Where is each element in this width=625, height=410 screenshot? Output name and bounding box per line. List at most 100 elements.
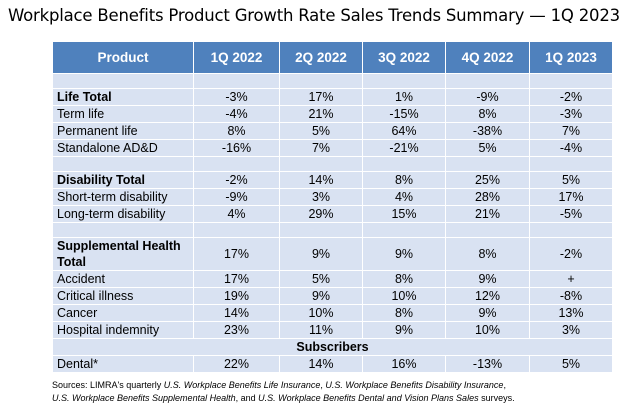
col-header-2q2022: 2Q 2022 <box>279 41 363 74</box>
growth-value: 5% <box>529 355 613 373</box>
growth-value: 3% <box>279 188 363 206</box>
growth-value: 8% <box>362 171 446 189</box>
growth-value: 9% <box>362 321 446 339</box>
growth-value: + <box>529 270 613 288</box>
page-title: Workplace Benefits Product Growth Rate S… <box>8 6 620 25</box>
table-row: Long-term disability 4% 29% 15% 21% -5% <box>52 205 613 223</box>
product-label: Critical illness <box>52 287 194 305</box>
col-header-1q2023: 1Q 2023 <box>529 41 613 74</box>
table-row: Permanent life 8% 5% 64% -38% 7% <box>52 122 613 140</box>
product-label: Short-term disability <box>52 188 194 206</box>
growth-value: 10% <box>279 304 363 322</box>
growth-value: 9% <box>362 237 446 271</box>
growth-value: 14% <box>279 355 363 373</box>
product-label: Term life <box>52 105 194 123</box>
growth-value: 9% <box>445 304 530 322</box>
growth-value: 12% <box>445 287 530 305</box>
growth-value: -3% <box>529 105 613 123</box>
growth-value: -2% <box>529 88 613 106</box>
product-label: Life Total <box>52 88 194 106</box>
source-sep: , and <box>235 393 259 403</box>
growth-value: 5% <box>279 270 363 288</box>
source-title-supplemental: U.S. Workplace Benefits Supplemental Hea… <box>52 393 236 403</box>
table-row: Hospital indemnity 23% 11% 9% 10% 3% <box>52 321 613 339</box>
growth-value: 17% <box>193 237 280 271</box>
growth-value: 8% <box>445 105 530 123</box>
table-row: Critical illness 19% 9% 10% 12% -8% <box>52 287 613 305</box>
growth-value: -16% <box>193 139 280 157</box>
table-row: Accident 17% 5% 8% 9% + <box>52 270 613 288</box>
growth-value: 1% <box>362 88 446 106</box>
col-header-1q2022: 1Q 2022 <box>193 41 280 74</box>
growth-value: 19% <box>193 287 280 305</box>
growth-value: -3% <box>193 88 280 106</box>
growth-rate-table: Product 1Q 2022 2Q 2022 3Q 2022 4Q 2022 … <box>52 41 613 373</box>
source-sep: , <box>320 380 326 390</box>
product-label: Supplemental Health Total <box>52 237 194 271</box>
total-row: Disability Total -2% 14% 8% 25% 5% <box>52 171 613 189</box>
total-row: Supplemental Health Total 17% 9% 9% 8% -2% <box>52 237 613 271</box>
source-sep: , <box>503 380 506 390</box>
growth-value: 14% <box>279 171 363 189</box>
col-header-product: Product <box>52 41 194 74</box>
total-row: Life Total -3% 17% 1% -9% -2% <box>52 88 613 106</box>
growth-value: 9% <box>279 237 363 271</box>
growth-value: 4% <box>193 205 280 223</box>
source-title-life: U.S. Workplace Benefits Life Insurance <box>163 380 321 390</box>
product-label: Hospital indemnity <box>52 321 194 339</box>
table-row: Standalone AD&D -16% 7% -21% 5% -4% <box>52 139 613 157</box>
spacer-row <box>52 156 613 172</box>
growth-value: 7% <box>529 122 613 140</box>
table-row: Short-term disability -9% 3% 4% 28% 17% <box>52 188 613 206</box>
growth-value: 9% <box>445 270 530 288</box>
source-title-dental: U.S. Workplace Benefits Dental and Visio… <box>258 393 479 403</box>
growth-value: 16% <box>362 355 446 373</box>
growth-value: 4% <box>362 188 446 206</box>
growth-value: 21% <box>445 205 530 223</box>
growth-value: -5% <box>529 205 613 223</box>
growth-value: 5% <box>279 122 363 140</box>
growth-value: 8% <box>362 270 446 288</box>
growth-value: 8% <box>193 122 280 140</box>
source-prefix: Sources: LIMRA's quarterly <box>52 380 164 390</box>
growth-value: 25% <box>445 171 530 189</box>
growth-value: -9% <box>445 88 530 106</box>
growth-value: 22% <box>193 355 280 373</box>
sources-note: Sources: LIMRA's quarterly U.S. Workplac… <box>52 379 515 405</box>
spacer-row <box>52 222 613 238</box>
growth-value: 29% <box>279 205 363 223</box>
growth-value: -2% <box>529 237 613 271</box>
spacer-row <box>52 73 613 89</box>
source-title-disability: U.S. Workplace Benefits Disability Insur… <box>325 380 504 390</box>
growth-value: 3% <box>529 321 613 339</box>
growth-value: 64% <box>362 122 446 140</box>
growth-value: 8% <box>445 237 530 271</box>
product-label: Accident <box>52 270 194 288</box>
table-row: Dental* 22% 14% 16% -13% 5% <box>52 355 613 373</box>
growth-value: 10% <box>362 287 446 305</box>
growth-value: 8% <box>362 304 446 322</box>
growth-value: 14% <box>193 304 280 322</box>
growth-value: -4% <box>193 105 280 123</box>
product-label: Long-term disability <box>52 205 194 223</box>
product-label: Disability Total <box>52 171 194 189</box>
growth-value: 17% <box>529 188 613 206</box>
growth-value: 10% <box>445 321 530 339</box>
product-label: Permanent life <box>52 122 194 140</box>
subscribers-row: Subscribers <box>52 338 613 356</box>
growth-value: 13% <box>529 304 613 322</box>
growth-value: -15% <box>362 105 446 123</box>
growth-value: 17% <box>193 270 280 288</box>
table-header-row: Product 1Q 2022 2Q 2022 3Q 2022 4Q 2022 … <box>52 41 613 74</box>
growth-value: 15% <box>362 205 446 223</box>
growth-value: 21% <box>279 105 363 123</box>
growth-value: 28% <box>445 188 530 206</box>
growth-value: -4% <box>529 139 613 157</box>
growth-value: -2% <box>193 171 280 189</box>
table-row: Term life -4% 21% -15% 8% -3% <box>52 105 613 123</box>
growth-value: 9% <box>279 287 363 305</box>
growth-value: -13% <box>445 355 530 373</box>
product-label: Cancer <box>52 304 194 322</box>
growth-value: 11% <box>279 321 363 339</box>
subscribers-label: Subscribers <box>52 338 613 356</box>
